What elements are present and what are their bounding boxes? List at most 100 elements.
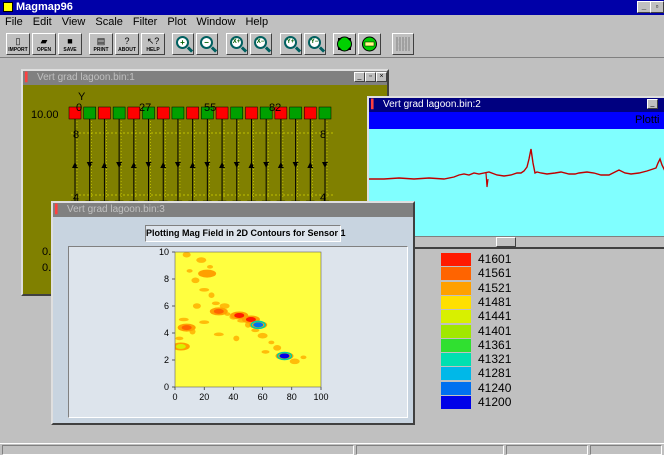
contour-speckle (182, 252, 191, 258)
menu-window[interactable]: Window (196, 16, 236, 28)
app-icon (3, 2, 13, 12)
zoom-y-in-button[interactable]: Y+ (280, 33, 302, 55)
x-tick-label: 60 (258, 392, 268, 402)
window-1-close[interactable]: × (376, 72, 387, 82)
column-label-0: 0 (76, 102, 83, 114)
x-tick-label: 0 (172, 392, 177, 402)
window-2-minimize[interactable]: _ (647, 99, 658, 109)
zoom-y-in-icon: Y+ (284, 36, 297, 49)
mag-trace-line (369, 148, 664, 180)
contour-blob (202, 271, 213, 277)
contour-speckle (245, 322, 251, 328)
contour-blob (279, 353, 290, 359)
direction-arrow-icon (307, 162, 314, 168)
profile-start-marker (156, 106, 170, 120)
legend-swatch (441, 281, 471, 295)
print-button[interactable]: ▤ PRINT (89, 33, 113, 55)
scroll-thumb[interactable] (496, 237, 516, 247)
app-titlebar: Magmap96 _ ▫ (0, 0, 664, 15)
open-button[interactable]: ▰ OPEN (32, 33, 56, 55)
grid-button[interactable] (392, 33, 414, 55)
status-pane-2 (356, 445, 504, 455)
zoom-y-out-button[interactable]: Y− (304, 33, 326, 55)
menu-plot[interactable]: Plot (167, 16, 187, 28)
profile-start-marker (230, 106, 244, 120)
contour-speckle (257, 332, 268, 339)
menu-edit[interactable]: Edit (32, 16, 52, 28)
y-tick-label: 2 (164, 355, 169, 365)
legend-value: 41441 (478, 309, 512, 324)
legend-value: 41601 (478, 252, 512, 266)
y-tick-label: 6 (164, 301, 169, 311)
legend-swatch (441, 367, 471, 381)
restore-button[interactable]: ▫ (650, 1, 664, 13)
y-tick-top: 10.00 (31, 109, 59, 121)
zoom-x-out-button[interactable]: X− (250, 33, 272, 55)
zoom-out-icon: − (200, 36, 213, 49)
legend-swatch (441, 310, 471, 324)
direction-arrow-icon (101, 162, 108, 168)
profile-start-marker (245, 106, 258, 120)
y-tick-label: 10 (159, 247, 169, 257)
legend-swatch (441, 253, 471, 266)
restore-view-button[interactable] (358, 33, 381, 55)
contour-speckle (192, 303, 201, 309)
window-1-minimize[interactable]: _ (354, 72, 365, 82)
contour-speckle (251, 328, 260, 333)
contour-speckle (268, 340, 275, 345)
menu-file[interactable]: File (5, 16, 23, 28)
zoom-out-button[interactable]: − (196, 33, 218, 55)
x-tick-label: 100 (313, 392, 328, 402)
contour-plot-title: Plotting Mag Field in 2D Contours for Se… (145, 225, 346, 242)
contour-blob (234, 312, 245, 318)
x-tick-label: 20 (199, 392, 209, 402)
menu-scale[interactable]: Scale (95, 16, 123, 28)
window-1-titlebar[interactable]: ▍ Vert grad lagoon.bin:1 _ ▫ × (23, 71, 387, 85)
minimize-button[interactable]: _ (637, 1, 651, 13)
contour-speckle (175, 336, 184, 341)
window-1-maximize[interactable]: ▫ (365, 72, 376, 82)
menu-filter[interactable]: Filter (132, 16, 158, 28)
column-label-27: 27 (139, 102, 152, 114)
y-axis-label: Y (78, 91, 86, 103)
chart-window-icon: ▍ (55, 204, 62, 214)
profile-start-marker (304, 106, 317, 120)
legend-value: 41200 (478, 395, 512, 409)
mag-trace-plot (369, 148, 664, 188)
y-tick-bot-right: 4 (320, 192, 327, 204)
import-button[interactable]: ▯ IMPORT (6, 33, 30, 55)
contour-blob (181, 325, 192, 331)
zoom-x-in-icon: X+ (230, 36, 243, 49)
direction-arrow-icon (322, 162, 328, 168)
zoom-x-in-button[interactable]: X+ (226, 33, 248, 55)
direction-arrow-icon (233, 162, 240, 168)
menu-view[interactable]: View (61, 16, 86, 28)
column-label-82: 82 (269, 102, 282, 114)
about-button[interactable]: ? ABOUT (115, 33, 139, 55)
menu-help[interactable]: Help (245, 16, 269, 28)
contour-speckle (213, 332, 224, 337)
contour-speckle (207, 265, 214, 269)
legend-swatch (441, 267, 471, 281)
window-vert-grad-2[interactable]: ▍ Vert grad lagoon.bin:2 _ Plotti ◂ (367, 96, 664, 249)
zoom-in-button[interactable]: + (172, 33, 194, 55)
help-button[interactable]: ↖? HELP (141, 33, 165, 55)
zoom-x-out-icon: X− (254, 36, 267, 49)
window-2-titlebar[interactable]: ▍ Vert grad lagoon.bin:2 _ (369, 98, 664, 112)
contour-speckle (233, 335, 240, 342)
direction-arrow-icon (248, 162, 255, 168)
profile-start-marker (289, 106, 302, 120)
window-3-titlebar[interactable]: ▍ Vert grad lagoon.bin:3 (53, 203, 413, 217)
window-2-header-text: Plotti (635, 114, 660, 126)
legend-value: 41481 (478, 294, 512, 309)
zoom-y-out-icon: Y− (308, 36, 321, 49)
chart-window-icon: ▍ (25, 72, 32, 82)
contour-speckle (261, 350, 270, 354)
status-pane-1 (2, 445, 354, 455)
window-vert-grad-3[interactable]: ▍ Vert grad lagoon.bin:3 Plotting Mag Fi… (51, 201, 415, 425)
contour-plot-frame: 0 20 40 60 80 100 0 2 4 6 8 10 (68, 246, 408, 418)
legend-swatch (441, 295, 471, 309)
legend-value: 41561 (478, 266, 512, 281)
save-button[interactable]: ■ SAVE (58, 33, 82, 55)
fit-view-button[interactable] (333, 33, 356, 55)
